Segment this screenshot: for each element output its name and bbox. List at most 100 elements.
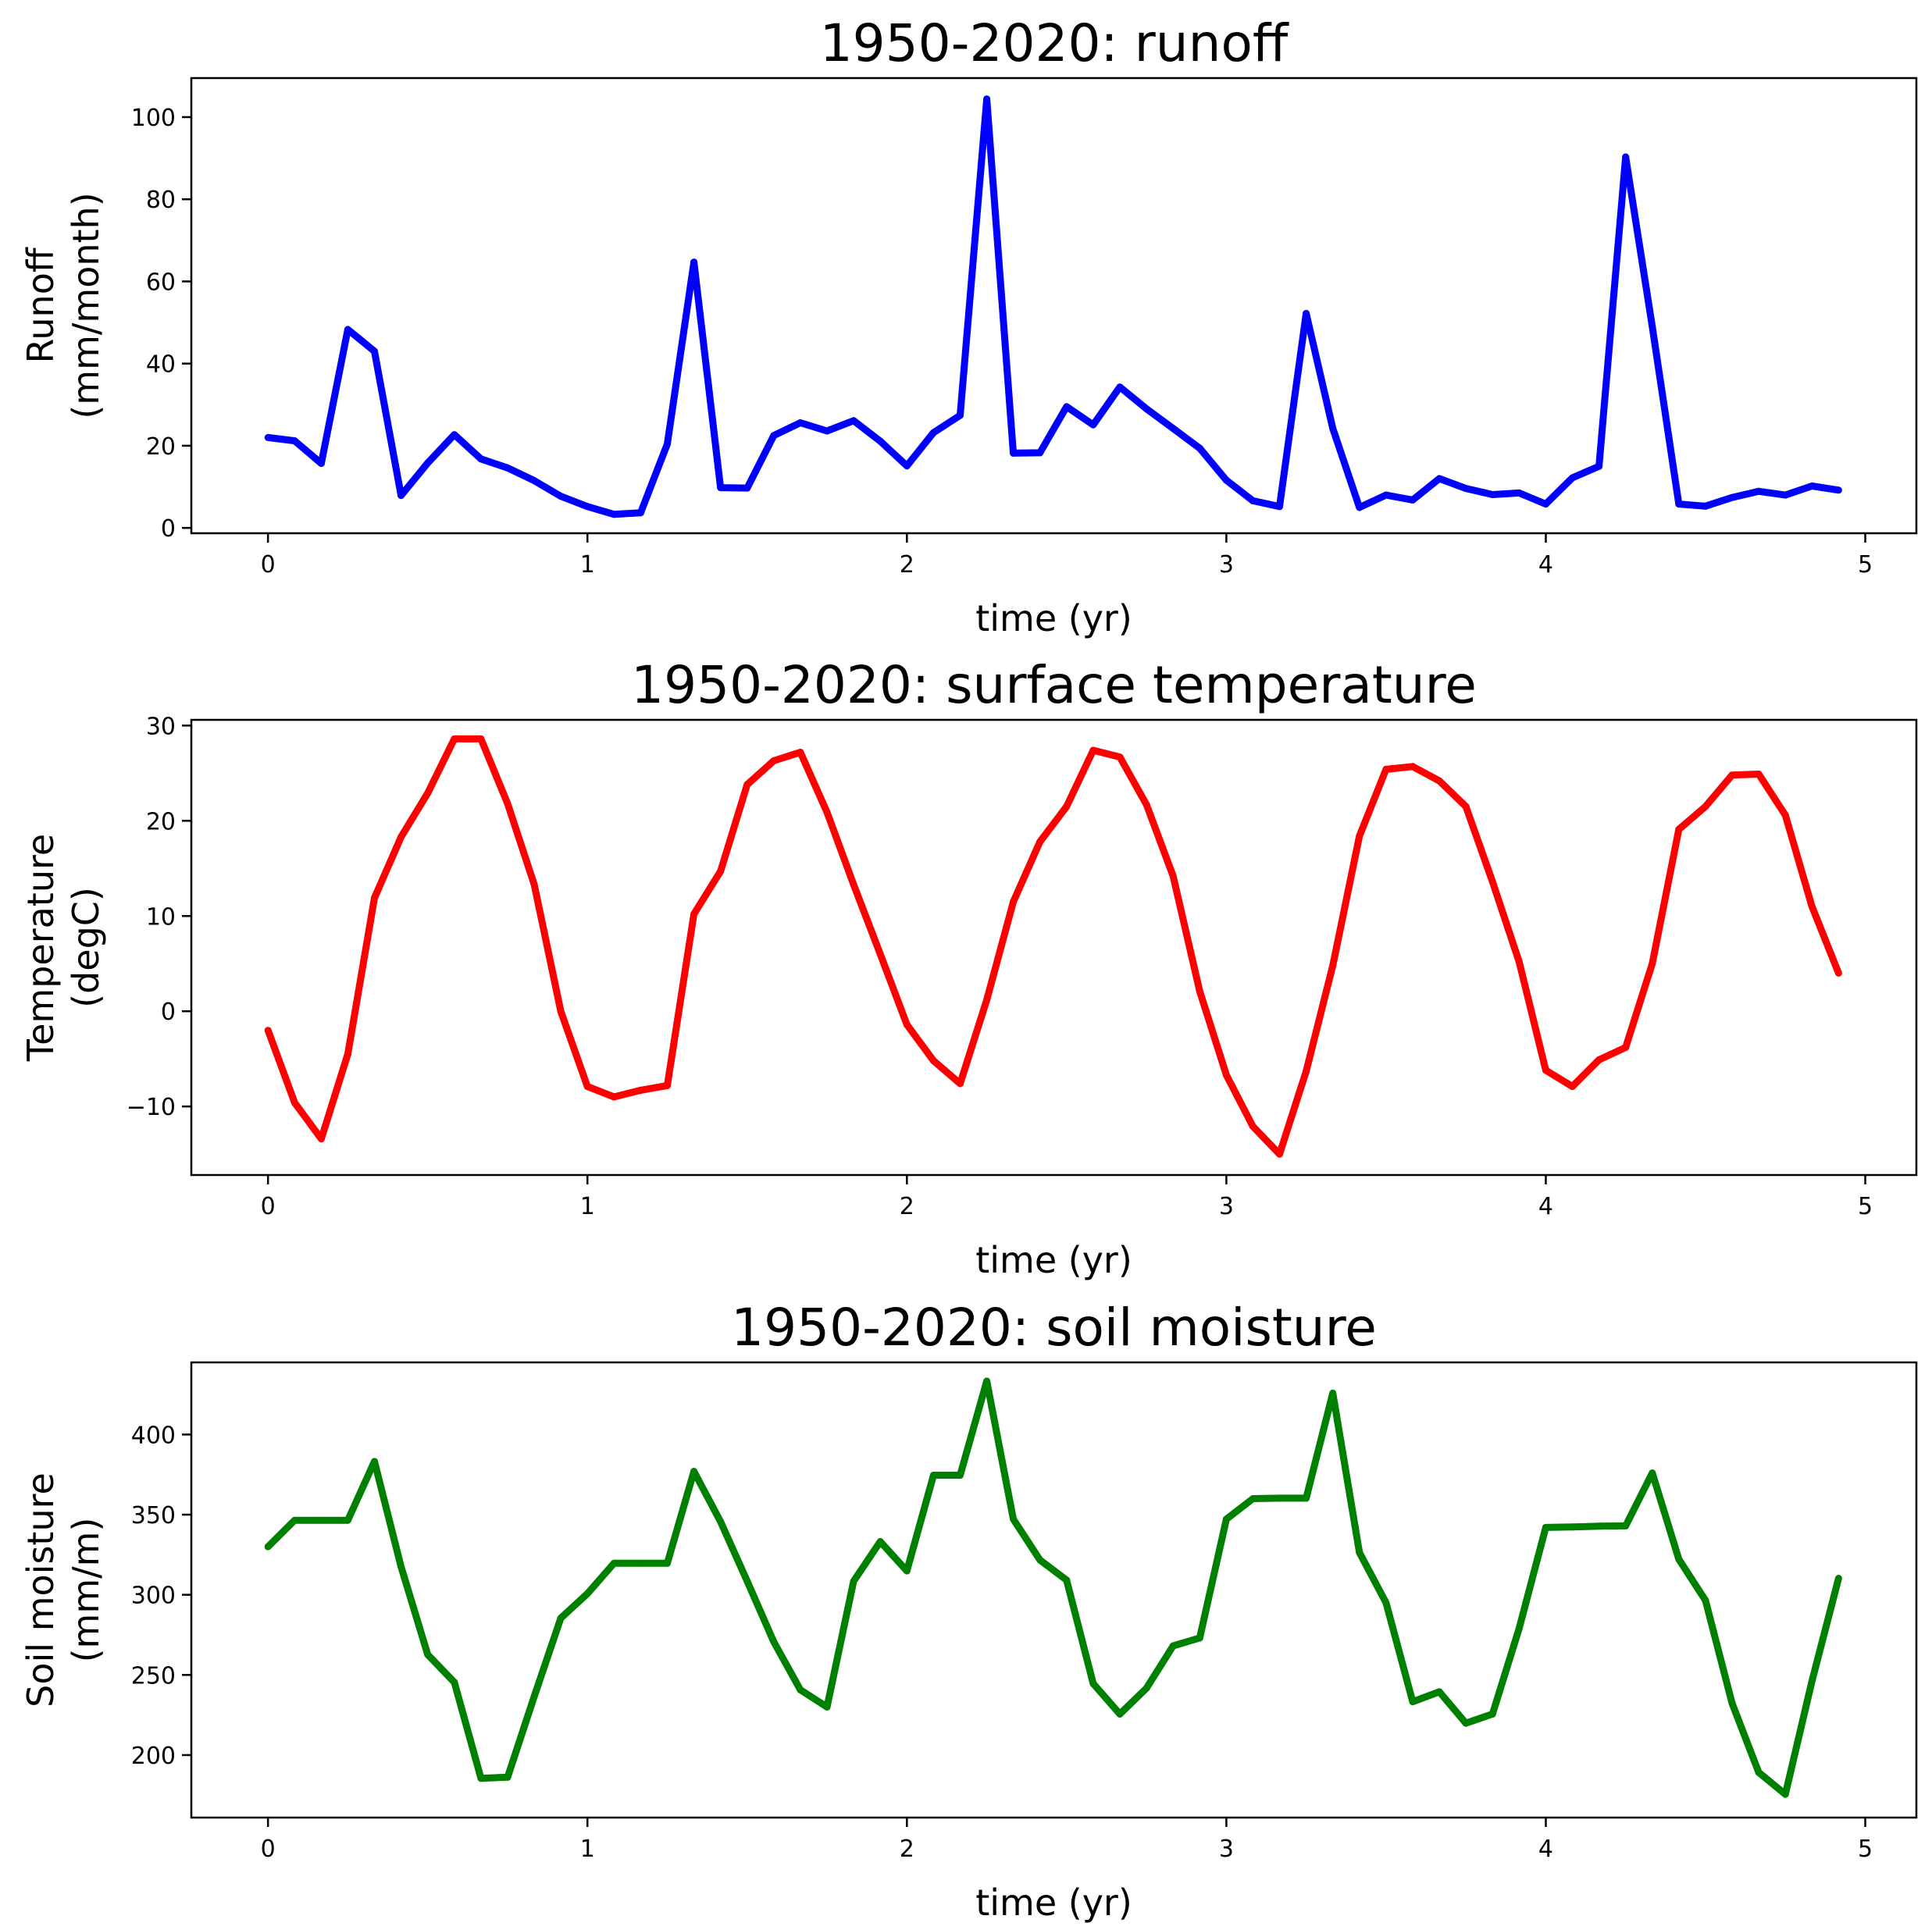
temperature-data-point [1515,958,1523,966]
soil-moisture-data-point [1834,1575,1842,1582]
runoff-data-point [1808,482,1816,490]
soil-moisture-data-point [636,1559,644,1567]
y-tick-label: −10 [127,1094,176,1121]
temperature-data-point [1356,832,1363,840]
soil-moisture-data-point [717,1518,725,1526]
y-tick-label: 350 [131,1502,176,1529]
runoff-data-point [743,484,751,492]
plot-frame [190,1361,1918,1819]
y-tick-label: 100 [131,105,176,132]
runoff-data-point [1435,475,1443,482]
soil-moisture-data-point [424,1650,432,1658]
y-tick-label: 20 [146,433,176,461]
runoff-data-point [344,326,351,333]
runoff-data-point [664,440,671,448]
soil-moisture-data-point [1089,1679,1097,1687]
soil-moisture-data-point [1515,1625,1523,1633]
y-tick-label: 300 [131,1583,176,1610]
x-tick-label: 3 [1219,551,1234,579]
soil-moisture-data-point [557,1615,565,1622]
temperature-data-point [850,881,857,888]
soil-moisture-data-point [1036,1556,1044,1564]
runoff-data-point [1488,491,1496,498]
soil-moisture-data-point [1249,1495,1257,1502]
temperature-data-point [1169,872,1177,880]
temperature-data-point [1276,1150,1283,1158]
x-tick-label: 2 [900,1193,914,1220]
y-tick-label: 80 [146,187,176,214]
soil-moisture-data-point [1702,1597,1709,1604]
temperature-data-point [477,735,485,742]
runoff-data-point [850,417,857,425]
runoff-data-point [983,95,991,103]
y-tick-label: 0 [161,999,176,1026]
runoff-data-point [1222,476,1230,484]
runoff-data-point [1781,491,1789,499]
runoff-data-point [1409,496,1417,504]
soil-moisture-data-point [690,1468,698,1476]
temperature-data-point [1409,763,1417,771]
temperature-data-point [1142,801,1150,809]
soil-moisture-data-point [743,1577,751,1585]
temperature-data-point [743,781,751,789]
temperature-data-point [1702,803,1709,810]
soil-moisture-data-point [1329,1389,1337,1397]
runoff-data-point [636,509,644,517]
chart-title: 1950-2020: surface temperature [631,655,1477,715]
runoff-data-point [1834,486,1842,494]
chart-title: 1950-2020: soil moisture [731,1298,1377,1358]
runoff-data-point [557,493,565,500]
temperature-data-point [876,950,884,958]
temperature-data-point [1595,1056,1603,1063]
soil-moisture-data-point [1569,1523,1576,1531]
soil-moisture-data-point [1169,1642,1177,1650]
runoff-data-point [1063,403,1071,411]
temperature-data-point [1728,771,1736,779]
x-tick-label: 4 [1538,1193,1553,1220]
x-tick-label: 5 [1858,551,1873,579]
soil-moisture-series-line [266,1377,1842,1798]
x-axis-label: time (yr) [975,1882,1132,1924]
x-tick-label: 1 [580,1193,595,1220]
temperature-data-point [929,1057,937,1065]
temperature-data-point [797,749,804,756]
temperature-data-point [664,1081,671,1089]
soil-moisture-data-point [983,1377,991,1385]
soil-moisture-data-point [1728,1700,1736,1707]
runoff-data-point [1089,421,1097,429]
soil-moisture-data-point [1781,1790,1789,1798]
temperature-data-point [903,1020,911,1028]
temperature-data-point [1622,1044,1630,1052]
temperature-data-point [530,881,538,888]
soil-moisture-data-point [1222,1515,1230,1523]
runoff-data-point [690,258,698,266]
runoff-data-point [1169,425,1177,433]
soil-moisture-data-point [1435,1688,1443,1696]
runoff-data-point [291,437,298,445]
runoff-data-point [1356,504,1363,511]
soil-moisture-data-point [264,1543,272,1551]
y-tick-label: 200 [131,1743,176,1770]
soil-moisture-data-point [1142,1684,1150,1692]
x-tick-label: 0 [261,551,276,579]
runoff-data-point [1515,489,1523,497]
temperature-data-point [1303,1067,1310,1075]
runoff-data-point [530,477,538,485]
runoff-data-point [1728,493,1736,501]
temperature-data-point [557,1007,565,1015]
soil-moisture-data-point [1675,1555,1683,1563]
soil-moisture-data-point [1622,1522,1630,1529]
temperature-data-point [451,735,458,742]
runoff-data-point [1276,503,1283,511]
y-axis-label: (mm/m) [65,1518,107,1663]
soil-moisture-data-point [1542,1523,1549,1531]
runoff-data-point [1542,500,1549,508]
temperature-data-point [1435,777,1443,785]
y-tick-label: 20 [146,808,176,835]
soil-moisture-data-point [610,1559,618,1567]
temperature-data-point [1329,962,1337,970]
runoff-data-point [451,431,458,439]
temperature-data-point [1488,878,1496,885]
x-tick-label: 2 [900,1836,914,1863]
soil-moisture-data-point [1488,1710,1496,1718]
